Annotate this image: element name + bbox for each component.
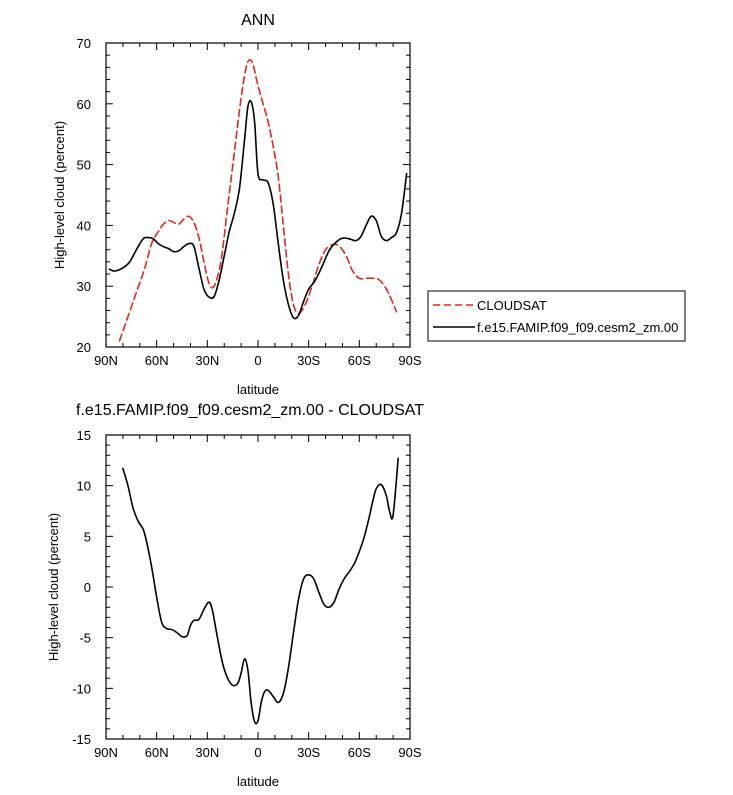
- y-tick-label: 40: [77, 218, 91, 233]
- top-y-axis-label: High-level cloud (percent): [52, 121, 67, 269]
- y-tick-label: -15: [72, 732, 91, 747]
- x-tick-label: 60S: [348, 745, 371, 760]
- x-tick-label: 0: [254, 353, 261, 368]
- series-line-model: [108, 99, 408, 320]
- x-tick-label: 30N: [195, 353, 219, 368]
- bottom-chart-title: f.e15.FAMIP.f09_f09.cesm2_zm.00 - CLOUDS…: [76, 402, 424, 419]
- x-tick-label: 60N: [145, 353, 169, 368]
- x-tick-label: 90S: [398, 353, 421, 368]
- x-tick-label: 90S: [398, 745, 421, 760]
- bottom-plot-frame: [105, 434, 411, 740]
- bottom-y-axis-label: High-level cloud (percent): [46, 513, 61, 661]
- legend-label-cloudsat: CLOUDSAT: [477, 298, 547, 313]
- series-line-cloudsat: [118, 59, 398, 342]
- bottom-x-axis-label: latitude: [237, 774, 279, 789]
- legend: CLOUDSAT f.e15.FAMIP.f09_f09.cesm2_zm.00: [427, 290, 686, 342]
- top-x-axis-label: latitude: [237, 382, 279, 397]
- legend-label-model: f.e15.FAMIP.f09_f09.cesm2_zm.00: [477, 320, 678, 335]
- x-tick-label: 60S: [348, 353, 371, 368]
- y-tick-label: 5: [84, 529, 91, 544]
- x-tick-label: 90N: [94, 745, 118, 760]
- x-tick-label: 0: [254, 745, 261, 760]
- x-tick-label: 30S: [297, 353, 320, 368]
- bottom-panel: f.e15.FAMIP.f09_f09.cesm2_zm.00 - CLOUDS…: [46, 402, 424, 789]
- top-panel: ANN 90N 60N 30N 0 30S 60S 90S 20 30 40 50 60 70 lati…: [52, 12, 422, 397]
- x-tick-label: 90N: [94, 353, 118, 368]
- y-tick-label: 20: [77, 340, 91, 355]
- top-chart-title: ANN: [241, 12, 275, 29]
- y-tick-label: 15: [77, 428, 91, 443]
- y-tick-label: 30: [77, 279, 91, 294]
- x-tick-label: 30S: [297, 745, 320, 760]
- y-tick-label: 50: [77, 158, 91, 173]
- y-tick-label: 0: [84, 580, 91, 595]
- y-tick-label: 60: [77, 97, 91, 112]
- x-tick-label: 60N: [145, 745, 169, 760]
- y-tick-label: -10: [72, 681, 91, 696]
- y-tick-label: 10: [77, 479, 91, 494]
- x-tick-label: 30N: [195, 745, 219, 760]
- legend-box: [427, 290, 686, 342]
- y-tick-label: -5: [79, 631, 91, 646]
- y-tick-label: 70: [77, 36, 91, 51]
- series-line-difference: [122, 457, 399, 725]
